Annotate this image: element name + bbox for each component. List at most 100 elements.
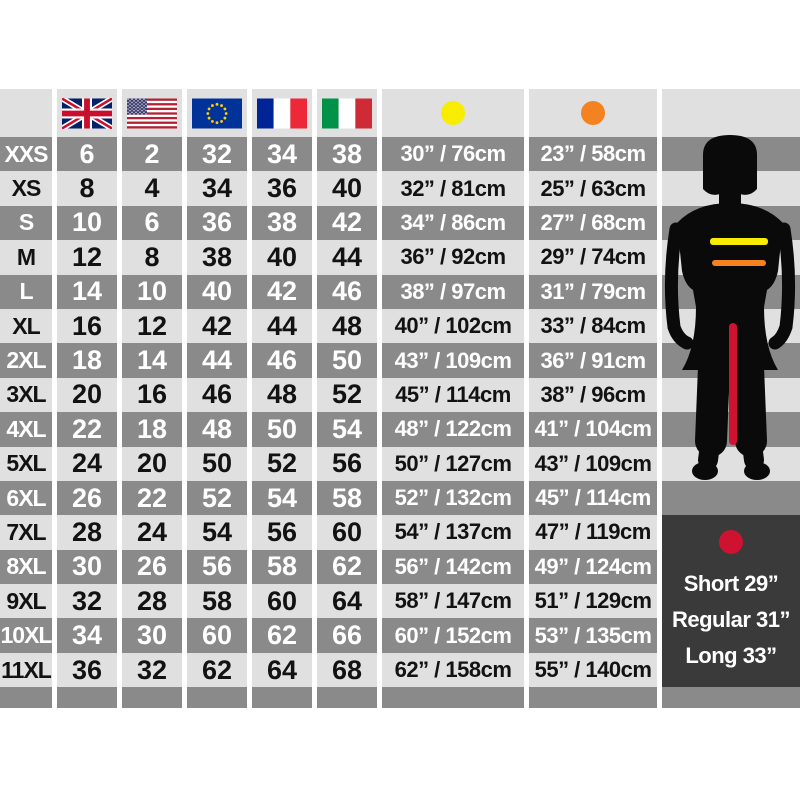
it-cell: 62 (317, 549, 377, 585)
size-cell: XS (0, 171, 52, 206)
eu-cell: 44 (187, 343, 247, 378)
us-cell: 6 (122, 205, 182, 241)
us-cell: 4 (122, 171, 182, 206)
uk-cell: 14 (57, 274, 117, 309)
it-cell: 38 (317, 137, 377, 172)
chest-cell: 40” / 102cm (382, 308, 524, 344)
waist-cell: 31” / 79cm (529, 274, 657, 309)
waist-cell: 23” / 58cm (529, 137, 657, 172)
chest-header-cell (382, 89, 524, 137)
us-cell: 10 (122, 274, 182, 309)
bottom-stripe-cell (187, 687, 247, 709)
uk-cell: 26 (57, 480, 117, 516)
uk-cell: 6 (57, 137, 117, 172)
eu-cell: 60 (187, 618, 247, 653)
uk-cell: 36 (57, 652, 117, 688)
fr-cell: 36 (252, 171, 312, 206)
uk-cell: 10 (57, 205, 117, 241)
italy-flag-header-cell (317, 89, 377, 137)
fr-cell: 56 (252, 515, 312, 550)
waist-cell: 33” / 84cm (529, 308, 657, 344)
eu-cell: 38 (187, 240, 247, 275)
fr-cell: 42 (252, 274, 312, 309)
right-foot-shape (744, 462, 770, 480)
eu-cell: 50 (187, 446, 247, 481)
bottom-stripe-cell (0, 687, 52, 709)
bottom-stripe-cell (252, 687, 312, 709)
uk-cell: 28 (57, 515, 117, 550)
chest-dot-icon (441, 101, 465, 125)
eu-cell: 48 (187, 412, 247, 447)
fr-cell: 40 (252, 240, 312, 275)
left-arm-shape (664, 222, 694, 350)
size-cell: XXS (0, 137, 52, 172)
uk-flag-icon (62, 97, 112, 129)
uk-cell: 22 (57, 412, 117, 447)
eu-cell: 56 (187, 549, 247, 585)
uk-cell: 12 (57, 240, 117, 275)
fr-cell: 52 (252, 446, 312, 481)
fr-cell: 58 (252, 549, 312, 585)
it-cell: 48 (317, 308, 377, 344)
waist-cell: 36” / 91cm (529, 343, 657, 378)
waist-header-cell (529, 89, 657, 137)
us-cell: 16 (122, 377, 182, 413)
us-cell: 26 (122, 549, 182, 585)
it-cell: 52 (317, 377, 377, 413)
waist-line (712, 260, 766, 266)
fr-cell: 54 (252, 480, 312, 516)
us-cell: 28 (122, 584, 182, 619)
size-cell: M (0, 240, 52, 275)
france-flag-header-cell (252, 89, 312, 137)
uk-cell: 16 (57, 308, 117, 344)
it-cell: 66 (317, 618, 377, 653)
us-cell: 18 (122, 412, 182, 447)
uk-cell: 18 (57, 343, 117, 378)
it-cell: 58 (317, 480, 377, 516)
size-header-cell (0, 89, 52, 137)
uk-cell: 8 (57, 171, 117, 206)
size-cell: L (0, 274, 52, 309)
eu-cell: 42 (187, 308, 247, 344)
right-arm-shape (768, 222, 796, 350)
chest-line (710, 238, 768, 245)
waist-cell: 38” / 96cm (529, 377, 657, 413)
waist-cell: 45” / 114cm (529, 480, 657, 516)
waist-cell: 53” / 135cm (529, 618, 657, 653)
uk-flag-header-cell (57, 89, 117, 137)
it-cell: 42 (317, 205, 377, 241)
size-cell: 3XL (0, 377, 52, 413)
chest-cell: 36” / 92cm (382, 240, 524, 275)
right-calf-shape (741, 427, 764, 470)
size-cell: 11XL (0, 652, 52, 688)
uk-cell: 34 (57, 618, 117, 653)
figure-stripe (662, 89, 800, 137)
chest-cell: 52” / 132cm (382, 480, 524, 516)
it-cell: 64 (317, 584, 377, 619)
chest-cell: 32” / 81cm (382, 171, 524, 206)
bottom-stripe-cell (317, 687, 377, 709)
chest-cell: 30” / 76cm (382, 137, 524, 172)
figure-column: Short 29” Regular 31” Long 33” (662, 89, 800, 709)
eu-cell: 58 (187, 584, 247, 619)
chest-cell: 60” / 152cm (382, 618, 524, 653)
fr-cell: 64 (252, 652, 312, 688)
eu-cell: 62 (187, 652, 247, 688)
size-cell: 9XL (0, 584, 52, 619)
size-cell: 5XL (0, 446, 52, 481)
waist-dot-icon (581, 101, 605, 125)
chest-cell: 48” / 122cm (382, 412, 524, 447)
leg-length-panel: Short 29” Regular 31” Long 33” (662, 515, 800, 687)
left-foot-shape (692, 462, 718, 480)
chest-cell: 38” / 97cm (382, 274, 524, 309)
eu-cell: 36 (187, 205, 247, 241)
us-cell: 22 (122, 480, 182, 516)
figure-stripe (662, 687, 800, 709)
waist-cell: 49” / 124cm (529, 549, 657, 585)
size-cell: 2XL (0, 343, 52, 378)
chest-cell: 54” / 137cm (382, 515, 524, 550)
chest-cell: 62” / 158cm (382, 652, 524, 688)
chest-cell: 34” / 86cm (382, 205, 524, 241)
it-cell: 56 (317, 446, 377, 481)
